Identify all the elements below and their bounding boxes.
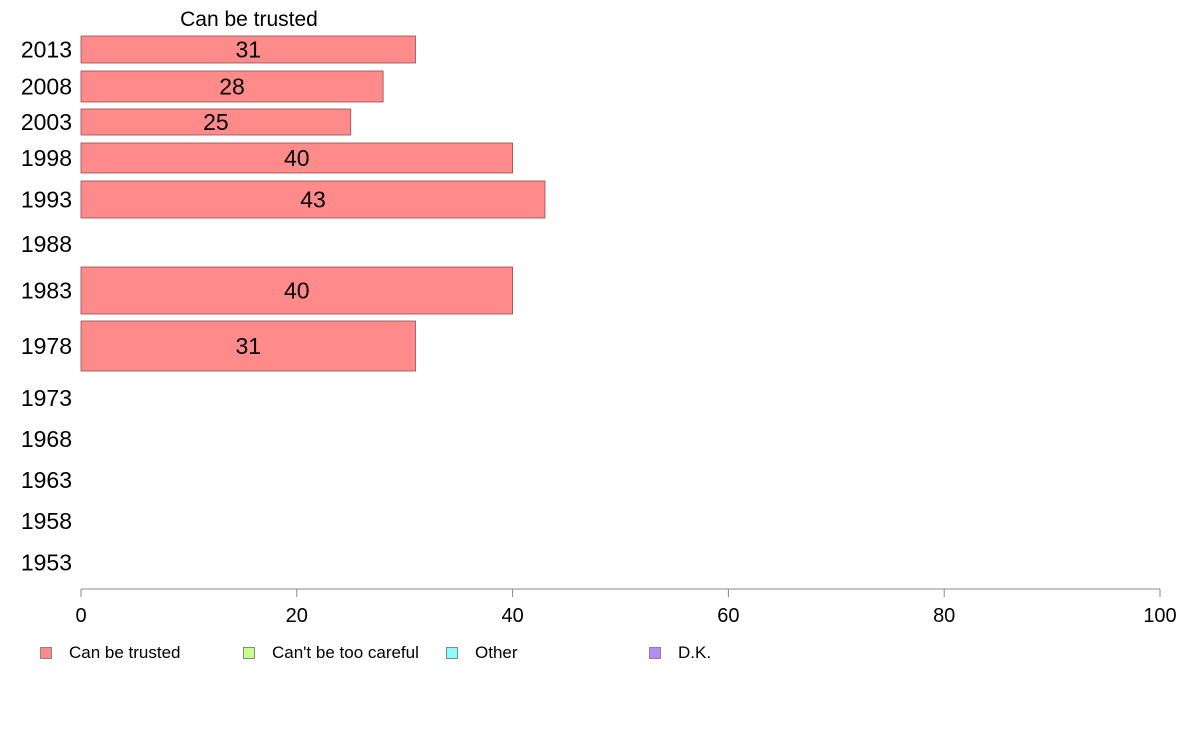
x-tick-label-100: 100 xyxy=(1143,605,1176,627)
y-tick-label-1953: 1953 xyxy=(21,550,72,576)
bar-value-label-2008: 28 xyxy=(219,74,245,100)
legend-swatch-dk xyxy=(649,647,661,659)
bar-value-label-1998: 40 xyxy=(284,145,310,171)
y-tick-label-1958: 1958 xyxy=(21,508,72,534)
y-tick-label-1978: 1978 xyxy=(21,333,72,359)
legend-swatch-cant-be-too-careful xyxy=(243,647,255,659)
legend-label-dk: D.K. xyxy=(678,643,712,662)
bar-2008 xyxy=(80,70,384,103)
bar-1978 xyxy=(80,320,416,372)
bar-1993 xyxy=(80,180,546,219)
legend-label-cant-be-too-careful: Can't be too careful xyxy=(272,643,419,662)
x-tick-label-20: 20 xyxy=(286,605,308,627)
x-tick-label-40: 40 xyxy=(501,605,523,627)
y-tick-label-1963: 1963 xyxy=(21,467,72,493)
legend-item-other: Other xyxy=(446,640,518,666)
legend: Can be trusted Can't be too careful Othe… xyxy=(0,640,1188,668)
bar-value-label-1983: 40 xyxy=(284,278,310,304)
y-tick-label-1973: 1973 xyxy=(21,385,72,411)
legend-item-cant-be-too-careful: Can't be too careful xyxy=(243,640,419,666)
bar-1983 xyxy=(80,266,514,315)
bar-chart: Can be trusted 31 28 25 40 43 40 31 2013 2008 20… xyxy=(21,8,1177,627)
y-tick-label-1998: 1998 xyxy=(21,145,72,171)
legend-label-other: Other xyxy=(475,643,518,662)
bar-value-label-2003: 25 xyxy=(203,109,229,135)
legend-label-can-be-trusted: Can be trusted xyxy=(69,643,181,662)
legend-item-dk: D.K. xyxy=(649,640,711,666)
y-tick-label-2013: 2013 xyxy=(21,37,72,63)
bar-2013 xyxy=(80,35,416,64)
bar-value-label-2013: 31 xyxy=(235,37,261,63)
x-tick-label-80: 80 xyxy=(933,605,955,627)
legend-swatch-other xyxy=(446,647,458,659)
chart-title: Can be trusted xyxy=(180,8,318,31)
y-tick-label-2003: 2003 xyxy=(21,109,72,135)
bar-1998 xyxy=(80,142,514,174)
y-tick-label-1993: 1993 xyxy=(21,187,72,213)
y-tick-label-2008: 2008 xyxy=(21,74,72,100)
y-tick-label-1968: 1968 xyxy=(21,426,72,452)
legend-swatch-can-be-trusted xyxy=(40,647,52,659)
x-tick-label-60: 60 xyxy=(717,605,739,627)
y-tick-label-1988: 1988 xyxy=(21,231,72,257)
y-tick-label-1983: 1983 xyxy=(21,278,72,304)
bar-value-label-1993: 43 xyxy=(300,187,326,213)
bar-2003 xyxy=(80,108,352,136)
bar-value-label-1978: 31 xyxy=(235,333,261,359)
x-tick-label-0: 0 xyxy=(75,605,86,627)
legend-item-can-be-trusted: Can be trusted xyxy=(40,640,181,666)
